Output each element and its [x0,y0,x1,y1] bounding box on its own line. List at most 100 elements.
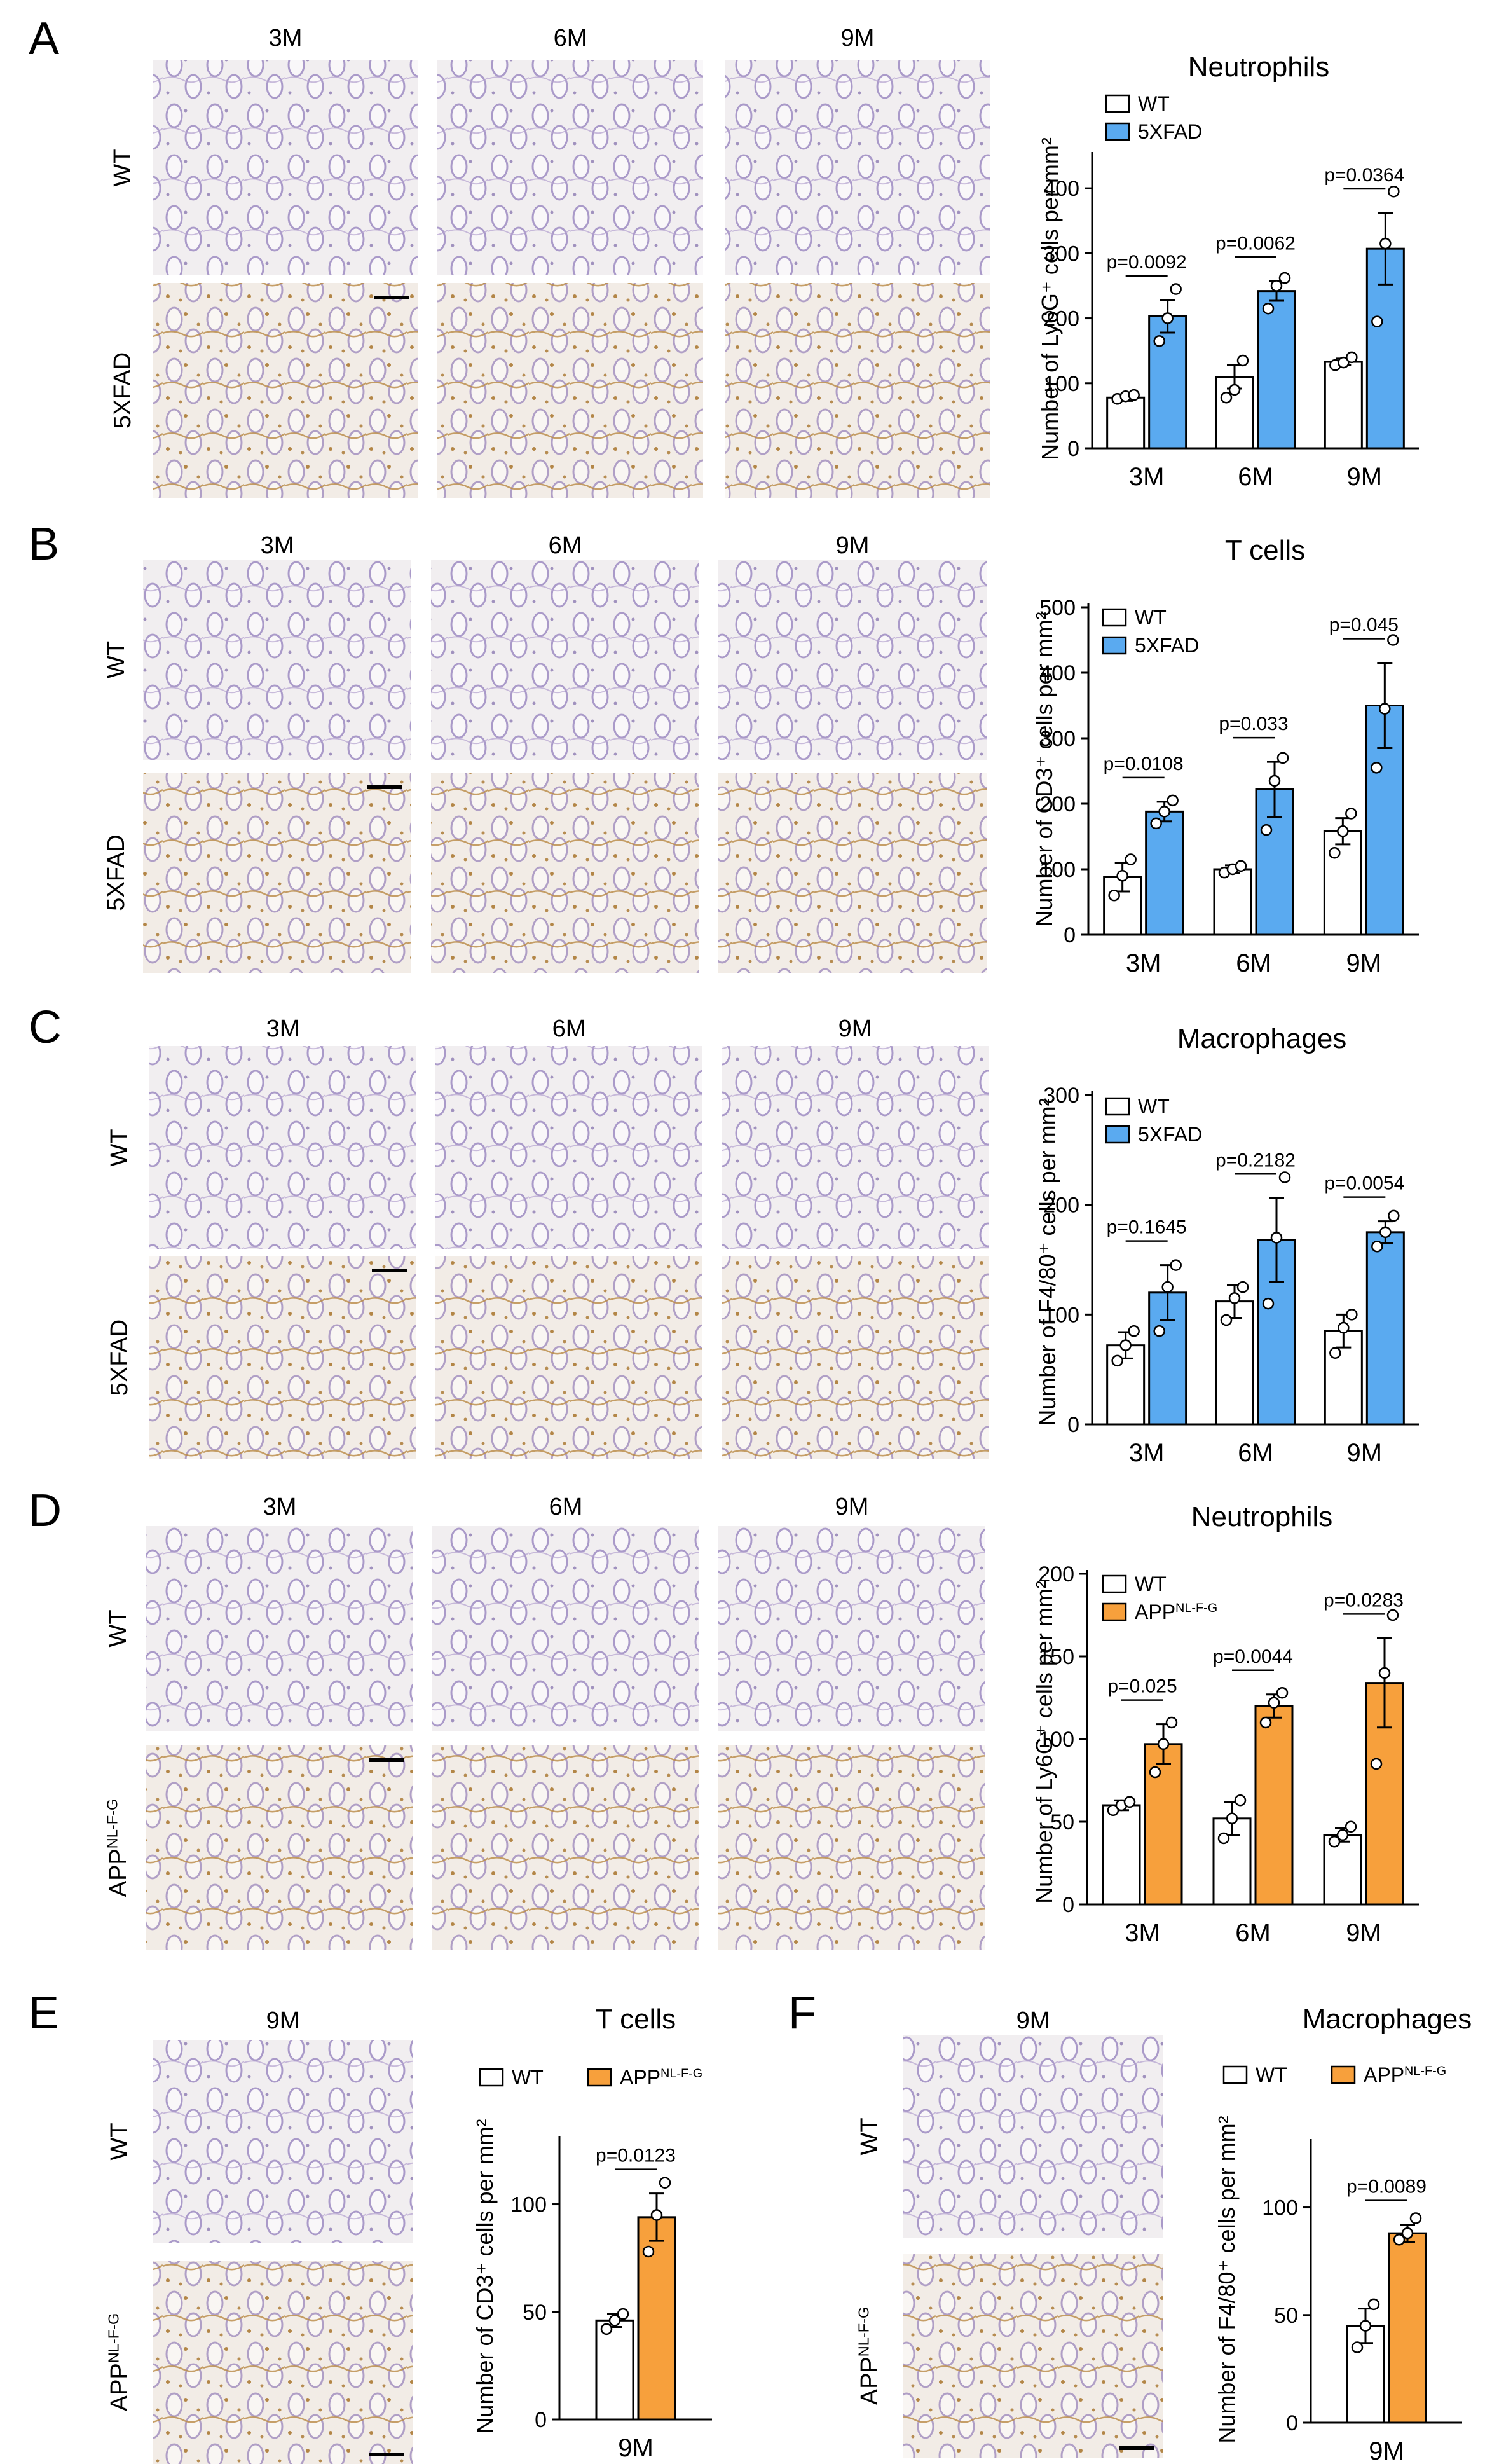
data-point [1268,774,1281,787]
x-tick-label: 3M [1129,463,1165,491]
micrograph-5xfad-9m [718,773,987,973]
data-point [1125,853,1137,865]
y-tick-label: 50 [523,2301,547,2325]
data-point [1268,1697,1280,1709]
data-point [1409,2212,1422,2224]
row-label: APPNL-F-G [104,1799,132,1897]
legend-label: APPNL-F-G [1364,2063,1446,2086]
micrograph-appnlfg-9m [903,2254,1163,2458]
chart: T cells Number of CD3⁺ cells per mm² 0 50 10… [472,2004,712,2462]
data-point [650,2209,663,2221]
p-value-label: p=0.0054 [1324,1173,1404,1194]
x-tick-label: 9M [1346,1919,1381,1947]
bar-mutant-6m [1257,290,1296,450]
data-point [1338,356,1350,369]
bar-mutant-9m [1388,2232,1427,2424]
bar-mutant-3m [1144,1743,1183,1906]
legend-swatch-wt [1222,2065,1248,2084]
data-point [1262,1297,1275,1310]
data-point [1386,1609,1399,1621]
data-point [1371,1241,1383,1253]
scale-bar [369,2453,404,2456]
data-point [1116,870,1128,882]
y-tick-label: 300 [1039,727,1076,751]
data-point [1107,1804,1119,1817]
row-label: 5XFAD [109,352,136,429]
data-point [1278,1171,1291,1183]
legend-swatch-mutant [587,2068,612,2087]
legend-swatch-mutant [1105,1125,1130,1144]
data-point [1370,1758,1383,1770]
legend-swatch-wt [1102,608,1127,627]
p-value-label: p=0.0283 [1324,1590,1404,1611]
column-label: 9M [836,532,870,559]
y-tick-label: 100 [1039,858,1076,882]
data-point [1328,1835,1341,1848]
micrograph-wt-6m [431,560,699,760]
scale-bar [367,785,402,789]
y-tick-label: 0 [1067,437,1079,461]
data-point [1157,1738,1170,1751]
data-point [1170,1259,1182,1271]
panel-a: A 3M 6M 9M WT 5XFAD Neutrophils Number of Ly6G⁺… [29,13,1419,498]
data-point [1270,1232,1283,1244]
micrograph-wt-9m [718,1526,985,1731]
p-value-label: p=0.025 [1107,1676,1177,1697]
data-point [1371,762,1383,774]
chart-title: T cells [596,2004,676,2035]
x-tick-label: 9M [1347,463,1383,491]
micrograph-5xfad-3m [143,773,411,973]
row-label: WT [106,2123,133,2160]
data-point [1220,392,1233,404]
micrograph-grid: 3M 6M 9M WT APPNL-F-G [104,1494,985,1950]
panel-e: E 9M WT APPNL-F-G T cells Number of CD3⁺ cell… [29,1988,712,2464]
x-tick-label: 9M [1346,949,1382,977]
data-point [1337,825,1349,837]
micrograph-wt-9m [903,2035,1163,2238]
p-value-label: p=0.0123 [596,2145,676,2166]
chart-title: Neutrophils [1191,1501,1333,1532]
data-point [1217,1832,1230,1845]
column-label: 9M [1016,2007,1050,2034]
bar-wt-9m [595,2319,634,2421]
data-point [1150,817,1162,830]
data-point [1128,1325,1140,1337]
p-value-label: p=0.045 [1329,615,1399,636]
data-point [1165,1716,1178,1729]
row-label: APPNL-F-G [856,2307,883,2405]
legend-label: WT [1135,606,1167,629]
micrograph-5xfad-6m [431,773,699,973]
scale-bar [372,1269,407,1272]
micrograph-grid: 3M 6M 9M WT 5XFAD [109,25,990,498]
micrograph-5xfad-6m [435,1256,702,1459]
scale-bar [374,296,409,299]
micrograph-5xfad-9m [722,1256,989,1459]
y-tick-label: 200 [1043,307,1079,331]
bar-wt-9m [1324,361,1363,450]
bar-wt-9m [1323,830,1362,936]
row-label: WT [856,2117,883,2155]
bar-wt-9m [1346,2325,1385,2424]
bar-mutant-3m [1148,315,1187,450]
bar-wt-6m [1213,868,1252,936]
x-tick-label: 3M [1125,1919,1160,1947]
data-point [1235,860,1247,872]
micrograph-wt-3m [146,1526,413,1731]
legend-label: WT [1138,1095,1170,1118]
legend-label: WT [1256,2063,1287,2086]
micrograph-5xfad-6m [437,283,703,498]
data-point [1158,806,1170,818]
bar-wt-3m [1102,1804,1141,1906]
panel-letter: C [29,1002,62,1053]
data-point [1329,847,1341,859]
legend-label: APPNL-F-G [1135,1600,1217,1623]
legend-swatch-wt [1102,1574,1127,1593]
column-label: 9M [838,1015,872,1042]
column-label: 9M [266,2007,300,2034]
column-label: 6M [549,532,582,559]
data-point [1371,315,1383,327]
y-tick-label: 100 [1043,372,1079,396]
p-value-label: p=0.1645 [1107,1217,1187,1238]
panel-letter: E [29,1988,59,2039]
